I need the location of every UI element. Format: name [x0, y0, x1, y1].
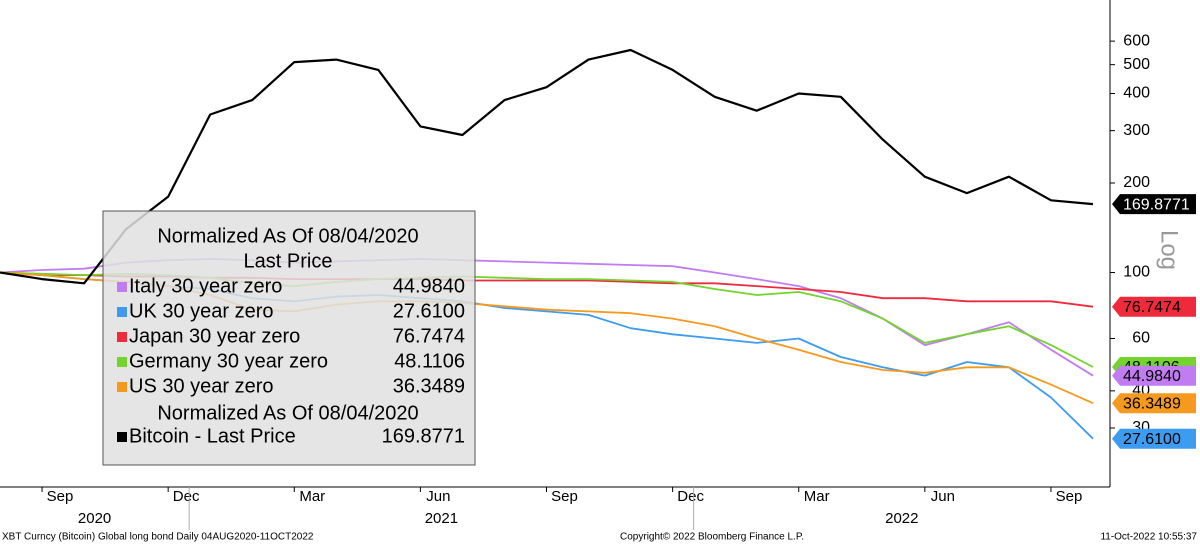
- x-tick-label: Jun: [426, 488, 450, 505]
- tag-label: 76.7474: [1123, 299, 1181, 316]
- legend: Normalized As Of 08/04/2020 Last Price N…: [102, 210, 476, 466]
- x-tick-label: Sep: [551, 488, 578, 505]
- last-value-tag: 169.8771: [1112, 194, 1196, 215]
- legend-box: [102, 210, 476, 466]
- series-line: [0, 48, 1094, 285]
- tag-label: 169.8771: [1123, 196, 1190, 213]
- tag-shape: [1112, 296, 1196, 317]
- legend-swatch: [117, 282, 127, 292]
- x-tick-label: Mar: [804, 488, 830, 505]
- y-tick-label: 400: [1123, 85, 1150, 102]
- legend-swatch: [117, 432, 127, 442]
- last-value-tag: 76.7474: [1112, 296, 1196, 317]
- last-value-tag: 44.9840: [1112, 365, 1196, 386]
- year-label: 2021: [425, 510, 458, 527]
- y-tick-label: 60: [1132, 330, 1150, 347]
- year-label: 2020: [78, 510, 111, 527]
- legend-title: Normalized As Of 08/04/2020: [157, 402, 418, 424]
- legend-value: 27.6100: [393, 300, 465, 322]
- year-label: 2022: [885, 510, 918, 527]
- legend-value: 76.7474: [393, 325, 465, 347]
- y-tick-label: 600: [1123, 32, 1150, 49]
- legend-value: 44.9840: [393, 275, 465, 297]
- y-tick-label: 200: [1123, 174, 1150, 191]
- x-tick-label: Dec: [173, 488, 200, 505]
- legend-subtitle: Last Price: [244, 250, 333, 272]
- x-tick-label: Dec: [677, 488, 704, 505]
- last-value-tag: 36.3489: [1112, 393, 1196, 414]
- footer-right: 11-Oct-2022 10:55:37: [1100, 532, 1197, 543]
- last-value-tag: 27.6100: [1112, 428, 1196, 449]
- tag-label: 36.3489: [1123, 395, 1181, 412]
- legend-value: 36.3489: [393, 375, 465, 397]
- scale-label: Log: [1156, 230, 1183, 270]
- legend-label: Bitcoin - Last Price: [129, 425, 296, 447]
- tag-shape: [1112, 393, 1196, 414]
- tag-label: 27.6100: [1123, 431, 1181, 448]
- legend-label: Germany 30 year zero: [129, 350, 328, 372]
- footer-left: XBT Curncy (Bitcoin) Global long bond Da…: [2, 532, 314, 543]
- legend-label: UK 30 year zero: [129, 300, 274, 322]
- x-tick-label: Mar: [299, 488, 325, 505]
- x-tick-label: Jun: [931, 488, 955, 505]
- tag-shape: [1112, 365, 1196, 386]
- tag-shape: [1112, 428, 1196, 449]
- legend-label: Japan 30 year zero: [129, 325, 300, 347]
- legend-value: 169.8771: [382, 425, 465, 447]
- legend-swatch: [117, 382, 127, 392]
- tag-label: 44.9840: [1123, 368, 1181, 385]
- tag-shape: [1112, 194, 1196, 215]
- legend-swatch: [117, 332, 127, 342]
- y-tick-label: 100: [1123, 264, 1150, 281]
- x-tick-label: Sep: [47, 488, 74, 505]
- legend-title: Normalized As Of 08/04/2020: [157, 225, 418, 247]
- x-tick-label: Sep: [1056, 488, 1083, 505]
- legend-swatch: [117, 307, 127, 317]
- legend-label: Italy 30 year zero: [129, 275, 282, 297]
- y-tick-label: 500: [1123, 56, 1150, 73]
- legend-swatch: [117, 357, 127, 367]
- legend-value: 48.1106: [394, 350, 465, 372]
- legend-label: US 30 year zero: [129, 375, 274, 397]
- footer-center: Copyright© 2022 Bloomberg Finance L.P.: [620, 532, 804, 543]
- tags: 48.110636.348944.984027.610076.7474169.8…: [1112, 194, 1196, 449]
- y-tick-label: 300: [1123, 122, 1150, 139]
